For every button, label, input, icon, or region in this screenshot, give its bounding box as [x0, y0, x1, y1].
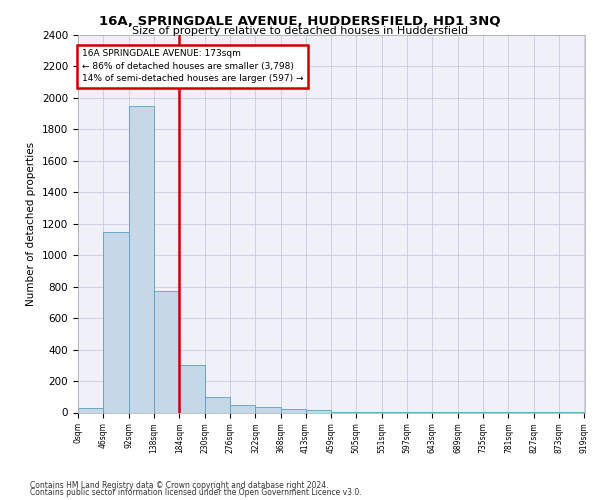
Text: 16A, SPRINGDALE AVENUE, HUDDERSFIELD, HD1 3NQ: 16A, SPRINGDALE AVENUE, HUDDERSFIELD, HD… [99, 15, 501, 28]
Bar [256, 407, 281, 412]
Text: Size of property relative to detached houses in Huddersfield: Size of property relative to detached ho… [132, 26, 468, 36]
Bar [154, 292, 179, 412]
Bar [205, 397, 230, 412]
Bar [305, 410, 331, 412]
Text: 16A SPRINGDALE AVENUE: 173sqm
← 86% of detached houses are smaller (3,798)
14% o: 16A SPRINGDALE AVENUE: 173sqm ← 86% of d… [82, 49, 304, 83]
Y-axis label: Number of detached properties: Number of detached properties [26, 142, 37, 306]
Bar [230, 406, 256, 412]
Bar [281, 410, 306, 412]
Text: Contains HM Land Registry data © Crown copyright and database right 2024.: Contains HM Land Registry data © Crown c… [30, 481, 329, 490]
Bar [103, 232, 128, 412]
Bar [179, 366, 205, 412]
Bar [128, 106, 154, 412]
Text: Contains public sector information licensed under the Open Government Licence v3: Contains public sector information licen… [30, 488, 362, 497]
Bar [78, 408, 103, 412]
